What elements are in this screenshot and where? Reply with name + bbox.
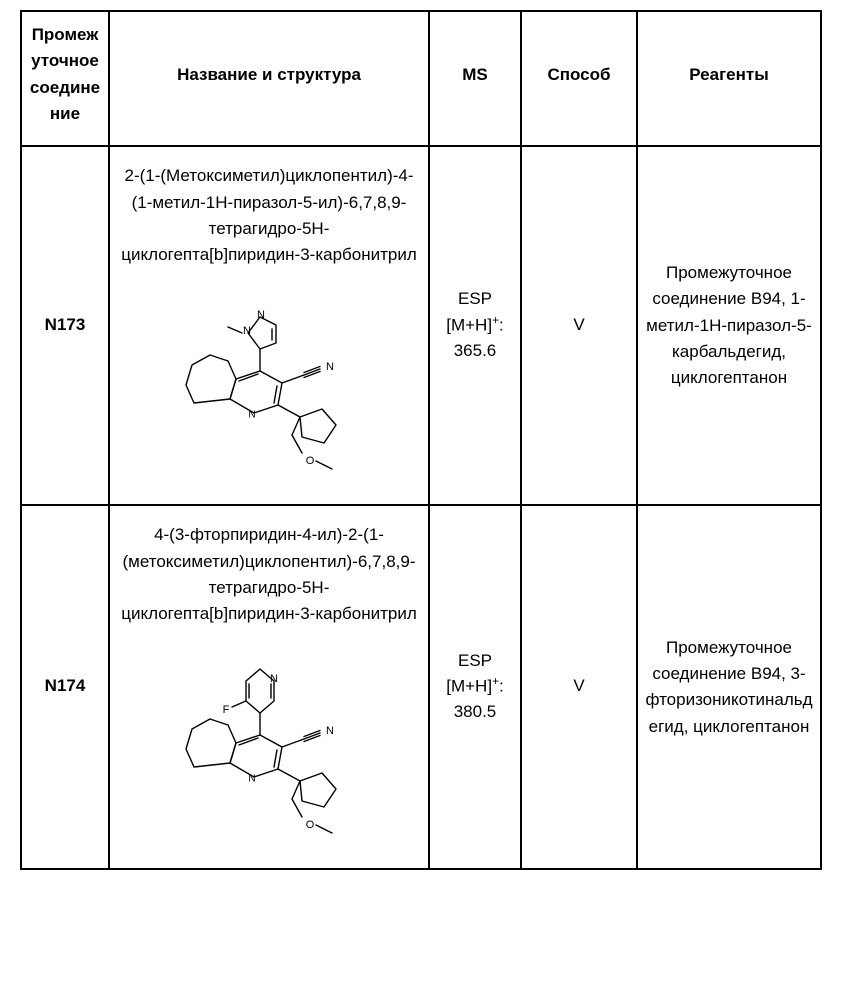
cell-id: N174 (21, 505, 109, 869)
table-row: N174 4-(3-фторпиридин-4-ил)-2-(1-(метокс… (21, 505, 821, 869)
cell-method: V (521, 505, 637, 869)
svg-text:N: N (248, 409, 255, 420)
cell-id: N173 (21, 146, 109, 505)
ms-line1: ESP (458, 289, 492, 308)
col-header-method: Способ (521, 11, 637, 146)
ms-line2: [M+H] (446, 315, 492, 334)
compound-table: Промежуточное соединение Название и стру… (20, 10, 822, 870)
svg-text:N: N (248, 773, 255, 784)
compound-name: 4-(3-фторпиридин-4-ил)-2-(1-(метоксимети… (120, 522, 418, 627)
ms-sup: + (492, 313, 499, 327)
structure-svg: N N (164, 636, 374, 851)
compound-name: 2-(1-(Метоксиметил)циклопентил)-4-(1-мет… (120, 163, 418, 268)
table-header-row: Промежуточное соединение Название и стру… (21, 11, 821, 146)
svg-text:F: F (223, 704, 230, 716)
cell-ms: ESP [M+H]+: 380.5 (429, 505, 521, 869)
cell-name-structure: 4-(3-фторпиридин-4-ил)-2-(1-(метоксимети… (109, 505, 429, 869)
svg-text:N: N (257, 309, 265, 321)
col-header-intermediate: Промежуточное соединение (21, 11, 109, 146)
ms-line3: 380.5 (454, 702, 497, 721)
ms-line3: 365.6 (454, 341, 497, 360)
svg-text:N: N (326, 725, 334, 737)
col-header-name: Название и структура (109, 11, 429, 146)
chemical-structure: N N (164, 277, 374, 495)
cell-method: V (521, 146, 637, 505)
cell-reagents: Промежуточное соединение B94, 3-фторизон… (637, 505, 821, 869)
structure-svg: N N (164, 277, 374, 487)
cell-ms: ESP [M+H]+: 365.6 (429, 146, 521, 505)
col-header-ms: MS (429, 11, 521, 146)
svg-text:O: O (306, 455, 315, 467)
chemical-structure: N N (164, 636, 374, 859)
ms-sup: + (492, 674, 499, 688)
svg-text:N: N (326, 361, 334, 373)
svg-text:O: O (306, 819, 315, 831)
svg-text:N: N (243, 325, 251, 337)
ms-line1: ESP (458, 651, 492, 670)
cell-reagents: Промежуточное соединение B94, 1-метил-1H… (637, 146, 821, 505)
table-row: N173 2-(1-(Метоксиметил)циклопентил)-4-(… (21, 146, 821, 505)
page: Промежуточное соединение Название и стру… (0, 0, 841, 1000)
ms-line2: [M+H] (446, 677, 492, 696)
svg-text:N: N (270, 673, 278, 685)
cell-name-structure: 2-(1-(Метоксиметил)циклопентил)-4-(1-мет… (109, 146, 429, 505)
col-header-reagents: Реагенты (637, 11, 821, 146)
